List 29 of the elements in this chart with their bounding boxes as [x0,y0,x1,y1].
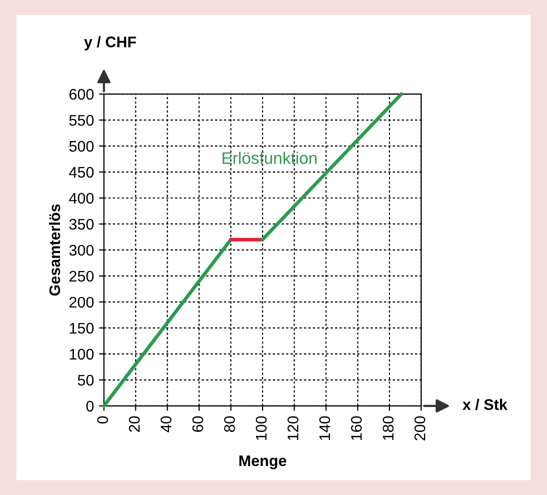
y-tick-label: 600 [69,88,94,100]
x-tick-label: 60 [192,416,204,432]
x-tick-label: 100 [256,416,267,440]
x-tick-label: 20 [128,416,140,432]
y-tick-label: 50 [78,374,94,386]
x-tick-label: 140 [319,416,330,440]
x-tick-label: 40 [160,416,172,432]
x-tick-label: 180 [382,416,394,440]
y-tick-label: 0 [86,400,94,412]
text: y / CHF [84,36,136,50]
y-tick-label: 350 [69,218,94,230]
y-tick-label: 200 [69,296,94,308]
x-tick-label: 80 [224,416,235,432]
x-tick-label: 200 [414,416,426,440]
y-tick-label: 550 [69,114,94,126]
text: x / Stk [462,398,508,410]
x-axis-title: Menge [239,455,286,470]
y-tick-label: 500 [69,140,94,152]
x-tick-label: 0 [97,416,108,424]
y-tick-label: 150 [70,322,94,334]
x-tick-label: 160 [351,416,362,440]
y-tick-label: 400 [69,192,94,204]
y-axis-title: Gesamterlös [48,204,60,296]
annotation: Erlösfunktion [222,152,317,164]
x-tick-label: 120 [288,416,298,440]
y-tick-label: 250 [69,270,94,282]
y-tick-label: 300 [69,244,94,256]
y-tick-label: 450 [69,166,94,178]
y-tick-label: 100 [70,348,94,360]
